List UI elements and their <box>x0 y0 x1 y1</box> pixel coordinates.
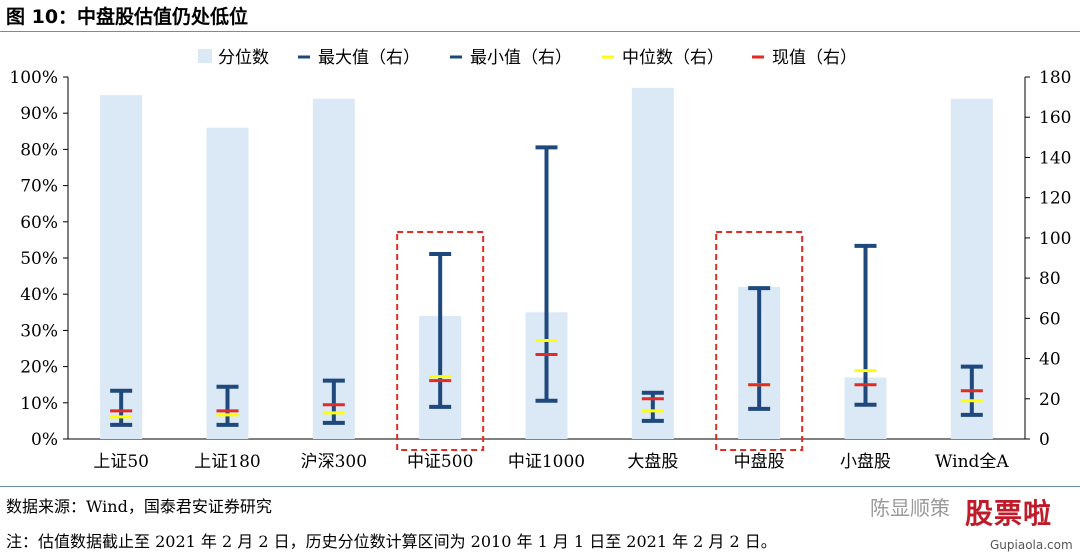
right-tick-label: 60 <box>1039 309 1061 329</box>
legend-label: 中位数（右） <box>622 48 724 68</box>
left-tick-label: 40% <box>20 285 58 305</box>
left-tick-label: 70% <box>20 177 58 197</box>
legend-label: 最大值（右） <box>318 48 420 68</box>
category-label: 小盘股 <box>840 452 891 472</box>
watermark-url: Gupiaola.com <box>990 538 1073 552</box>
right-tick-label: 40 <box>1039 350 1061 370</box>
category-label: 沪深300 <box>301 452 367 472</box>
watermark-logo: 股票啦 <box>965 497 1053 530</box>
footnote: 注：估值数据截止至 2021 年 2 月 2 日，历史分位数计算区间为 2010… <box>6 532 777 551</box>
right-tick-label: 20 <box>1039 390 1061 410</box>
category-label: 上证180 <box>194 452 260 472</box>
category-label: 大盘股 <box>627 452 678 472</box>
left-tick-label: 80% <box>20 140 58 160</box>
category-label: Wind全A <box>935 452 1009 472</box>
right-tick-label: 0 <box>1039 430 1050 450</box>
left-tick-label: 60% <box>20 213 58 233</box>
right-tick-label: 120 <box>1039 189 1071 209</box>
category-label: 中证1000 <box>508 452 585 472</box>
figure-title: 图 10：中盘股估值仍处低位 <box>6 6 249 28</box>
left-tick-label: 10% <box>20 394 58 414</box>
data-source: 数据来源：Wind，国泰君安证券研究 <box>6 497 272 516</box>
highlight-box <box>396 231 485 451</box>
left-tick-label: 100% <box>9 68 58 88</box>
right-tick-label: 100 <box>1039 229 1071 249</box>
right-tick-label: 160 <box>1039 108 1071 128</box>
left-tick-label: 20% <box>20 358 58 378</box>
bar-percentile <box>631 87 674 440</box>
legend-label: 分位数 <box>218 48 269 68</box>
top-rule <box>0 31 1080 32</box>
right-tick-label: 140 <box>1039 148 1071 168</box>
right-tick-label: 180 <box>1039 68 1071 88</box>
category-label: 中证500 <box>407 452 473 472</box>
legend-label: 最小值（右） <box>470 48 572 68</box>
highlight-box <box>715 231 804 451</box>
left-tick-label: 0% <box>31 430 58 450</box>
legend-swatch-percentile <box>198 49 212 63</box>
bottom-rule <box>0 486 1080 487</box>
category-label: 上证50 <box>93 452 149 472</box>
left-tick-label: 30% <box>20 321 58 341</box>
legend: 分位数 最大值（右） 最小值（右） 中位数（右） 现值（右） <box>198 48 857 68</box>
category-label: 中盘股 <box>734 452 785 472</box>
chart: 分位数 最大值（右） 最小值（右） 中位数（右） 现值（右） 0% 10% 20% 30% 40… <box>9 48 1071 472</box>
left-tick-label: 90% <box>20 104 58 124</box>
left-tick-label: 50% <box>20 249 58 269</box>
bar-percentile <box>100 95 143 439</box>
right-tick-label: 80 <box>1039 269 1061 289</box>
plot-area: 0% 10% 20% 30% 40% 50% 60% 70% 80% 90% 100% 0 20 40 60… <box>9 68 1071 472</box>
legend-label: 现值（右） <box>772 48 857 68</box>
watermark-author: 陈显顺策 <box>870 496 950 520</box>
